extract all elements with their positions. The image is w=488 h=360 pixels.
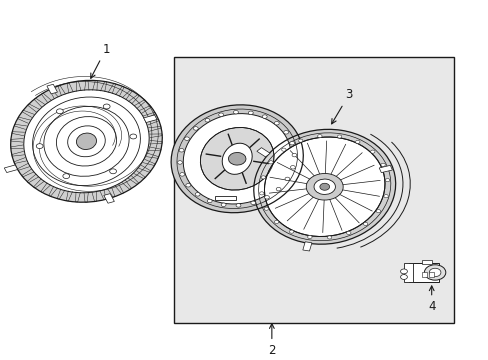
Ellipse shape	[305, 174, 343, 200]
Circle shape	[261, 176, 265, 179]
Circle shape	[346, 231, 350, 234]
Circle shape	[218, 113, 223, 117]
Ellipse shape	[264, 137, 384, 237]
Ellipse shape	[76, 133, 96, 149]
Circle shape	[264, 195, 269, 199]
Circle shape	[262, 115, 266, 118]
Circle shape	[185, 184, 190, 187]
Circle shape	[281, 148, 285, 151]
Circle shape	[274, 220, 278, 224]
Circle shape	[326, 236, 331, 239]
Circle shape	[276, 188, 281, 191]
Circle shape	[385, 179, 389, 182]
Circle shape	[207, 199, 212, 203]
Circle shape	[400, 269, 407, 274]
Ellipse shape	[228, 153, 245, 165]
Circle shape	[221, 203, 225, 207]
Ellipse shape	[11, 80, 162, 202]
Bar	[103, 194, 114, 203]
Bar	[302, 242, 311, 251]
Circle shape	[380, 163, 385, 166]
Ellipse shape	[264, 137, 384, 237]
Circle shape	[179, 149, 183, 152]
Ellipse shape	[24, 90, 149, 193]
Circle shape	[274, 121, 279, 125]
Circle shape	[130, 134, 137, 139]
Bar	[403, 263, 412, 282]
Circle shape	[103, 104, 110, 109]
Circle shape	[204, 118, 209, 122]
Circle shape	[236, 204, 241, 207]
Text: 4: 4	[427, 286, 434, 314]
Circle shape	[307, 235, 311, 239]
Circle shape	[259, 192, 264, 195]
Ellipse shape	[183, 114, 290, 204]
Ellipse shape	[200, 127, 273, 190]
Circle shape	[370, 150, 374, 153]
Circle shape	[363, 222, 367, 225]
Circle shape	[428, 268, 440, 276]
Ellipse shape	[56, 117, 116, 166]
Ellipse shape	[313, 179, 335, 194]
Circle shape	[250, 201, 255, 204]
FancyBboxPatch shape	[408, 263, 438, 282]
Circle shape	[233, 111, 238, 114]
Circle shape	[290, 166, 295, 169]
Circle shape	[289, 230, 293, 233]
Circle shape	[355, 140, 359, 144]
Circle shape	[268, 161, 273, 164]
Ellipse shape	[33, 97, 140, 185]
Circle shape	[248, 111, 253, 114]
Circle shape	[36, 144, 43, 149]
Circle shape	[383, 194, 387, 198]
Ellipse shape	[67, 126, 105, 157]
Bar	[421, 260, 431, 264]
Circle shape	[285, 177, 289, 181]
Circle shape	[63, 174, 69, 179]
Bar	[428, 272, 433, 277]
Bar	[174, 57, 453, 323]
Ellipse shape	[24, 90, 148, 193]
Circle shape	[193, 127, 198, 130]
Circle shape	[177, 161, 182, 164]
Circle shape	[109, 169, 116, 174]
Text: 3: 3	[331, 88, 352, 124]
Circle shape	[184, 137, 189, 140]
Circle shape	[180, 173, 184, 176]
Bar	[214, 196, 236, 200]
Bar	[143, 115, 157, 122]
Ellipse shape	[253, 129, 395, 244]
Circle shape	[289, 141, 294, 145]
Text: 2: 2	[267, 324, 275, 357]
Ellipse shape	[319, 183, 329, 190]
Ellipse shape	[171, 105, 303, 213]
Circle shape	[298, 139, 302, 142]
Bar	[47, 84, 57, 94]
Bar	[421, 272, 426, 277]
Circle shape	[264, 207, 268, 210]
Circle shape	[376, 210, 380, 213]
Bar	[378, 165, 391, 172]
Circle shape	[56, 109, 63, 114]
Circle shape	[283, 131, 288, 134]
Ellipse shape	[264, 137, 384, 237]
Bar	[256, 148, 269, 157]
Circle shape	[424, 265, 445, 280]
Ellipse shape	[183, 114, 290, 204]
Ellipse shape	[222, 143, 252, 174]
Circle shape	[337, 135, 341, 138]
Circle shape	[317, 135, 322, 138]
Text: 1: 1	[91, 42, 109, 78]
Ellipse shape	[44, 106, 129, 176]
Circle shape	[195, 193, 200, 196]
Bar	[4, 165, 18, 172]
Circle shape	[291, 153, 296, 157]
Circle shape	[400, 275, 407, 279]
